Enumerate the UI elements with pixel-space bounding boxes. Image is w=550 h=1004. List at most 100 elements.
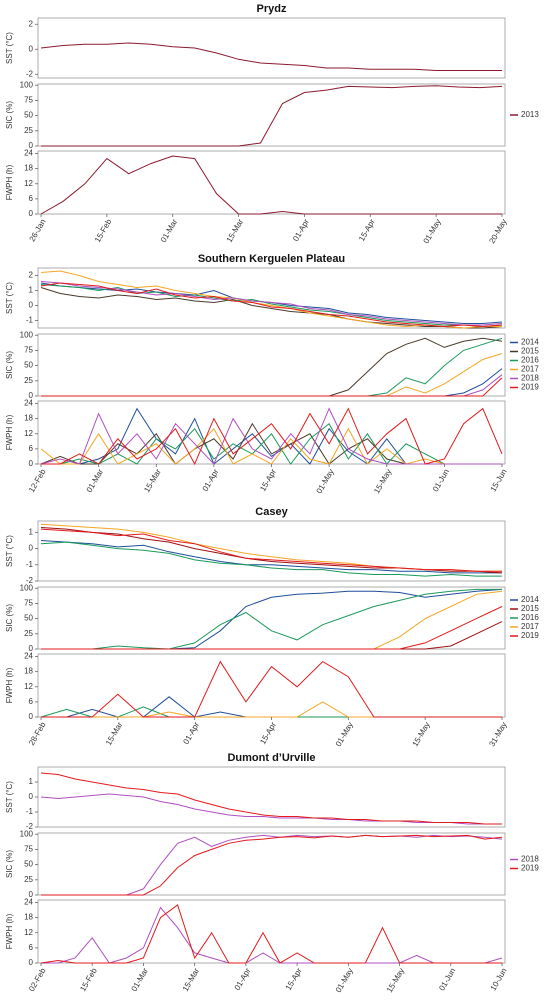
x-tick-label: 15-Apr	[284, 966, 304, 992]
x-tick-label: 01-Jun	[437, 967, 457, 993]
y-tick-label: 1	[29, 527, 34, 536]
x-tick-label: 01-Mar	[130, 966, 151, 993]
data-line	[41, 834, 503, 896]
data-line	[40, 287, 503, 329]
y-tick-label: 2	[29, 19, 34, 28]
y-axis-label: SST (°C)	[5, 781, 14, 813]
x-tick-label: 01-May	[334, 721, 355, 749]
x-tick-label: 01-May	[334, 967, 355, 995]
y-tick-label: 12	[24, 429, 33, 438]
data-line	[41, 85, 503, 147]
x-tick-label: 15-Feb	[93, 217, 114, 244]
y-tick-label: 25	[24, 875, 33, 884]
y-tick-label: 18	[24, 913, 33, 922]
x-tick-label: 15-Apr	[357, 217, 377, 243]
y-tick-label: 50	[24, 111, 33, 120]
x-tick-label: 01-Mar	[159, 217, 180, 244]
y-axis-label: SIC (%)	[5, 351, 14, 379]
y-tick-label: 0	[29, 459, 34, 468]
data-line	[40, 155, 502, 215]
x-tick-label: 15-Apr	[258, 467, 278, 493]
panel-frame	[37, 83, 506, 147]
data-line	[40, 42, 502, 71]
x-tick-label: 01-Apr	[233, 966, 253, 992]
y-tick-label: 18	[24, 414, 33, 423]
y-tick-label: 24	[24, 652, 33, 661]
y-tick-label: 18	[24, 667, 33, 676]
y-tick-label: 75	[24, 346, 33, 355]
data-line	[41, 407, 503, 466]
y-tick-label: 75	[24, 96, 33, 105]
x-tick-label: 26-Jan	[28, 218, 48, 244]
y-tick-label: 0	[29, 209, 34, 218]
y-tick-label: 25	[24, 126, 33, 135]
y-tick-label: 1	[29, 777, 34, 786]
panel-frame	[37, 17, 506, 79]
x-tick-label: 10-Jun	[489, 967, 509, 993]
x-tick-label: 01-Apr	[201, 467, 221, 493]
legend-label: 2017	[521, 365, 539, 374]
y-tick-label: -2	[26, 822, 34, 831]
y-tick-label: -1	[26, 560, 34, 569]
x-tick-label: 01-Apr	[291, 217, 311, 243]
x-tick-label: 01-Mar	[85, 467, 106, 494]
panel-frame	[37, 520, 506, 582]
legend-label: 2018	[521, 855, 539, 864]
y-tick-label: 12	[24, 179, 33, 188]
y-tick-label: 24	[24, 898, 33, 907]
x-tick-label: 31-May	[487, 721, 508, 749]
panel-frame	[37, 766, 506, 828]
data-line	[41, 834, 503, 896]
y-tick-label: 0	[29, 301, 34, 310]
y-tick-label: 100	[20, 829, 34, 838]
y-tick-label: 0	[29, 141, 34, 150]
x-tick-label: 15-May	[411, 721, 432, 749]
data-line	[41, 660, 502, 718]
y-tick-label: 0	[29, 44, 34, 53]
chart-title: Prydz	[257, 3, 287, 15]
data-line	[41, 606, 503, 650]
x-tick-label: 15-Mar	[142, 467, 163, 494]
x-tick-label: 20-May	[487, 218, 508, 246]
data-line	[41, 377, 503, 397]
y-tick-label: 6	[29, 444, 34, 453]
y-tick-label: 100	[20, 583, 34, 592]
x-tick-label: 01-May	[315, 468, 336, 496]
data-line	[41, 621, 503, 650]
y-tick-label: 24	[24, 399, 33, 408]
x-tick-label: 01-Jun	[431, 468, 451, 494]
y-axis-label: SST (°C)	[5, 535, 14, 567]
x-tick-label: 15-Mar	[104, 720, 125, 747]
x-tick-label: 15-May	[385, 967, 406, 995]
legend-label: 2014	[521, 595, 539, 604]
x-tick-label: 02-Feb	[27, 966, 48, 993]
data-line	[41, 588, 502, 650]
x-tick-label: 15-Feb	[78, 966, 99, 993]
y-tick-label: 25	[24, 376, 33, 385]
data-line	[41, 422, 502, 465]
data-line	[40, 706, 502, 718]
y-tick-label: 0	[29, 644, 34, 653]
y-tick-label: 2	[29, 271, 34, 280]
x-tick-label: 15-Mar	[181, 966, 202, 993]
legend-label: 2014	[521, 338, 539, 347]
y-axis-label: FWPH (h)	[5, 164, 14, 200]
data-line	[41, 588, 503, 650]
x-tick-label: 28-Feb	[27, 720, 48, 747]
y-tick-label: 6	[29, 697, 34, 706]
data-line	[41, 368, 503, 397]
x-tick-label: 12-Feb	[27, 467, 48, 494]
data-line	[41, 353, 503, 397]
legend-label: 2013	[521, 110, 539, 119]
y-axis-label: SIC (%)	[5, 850, 14, 878]
data-line	[40, 270, 502, 329]
panel-frame	[37, 267, 506, 329]
y-axis-label: SIC (%)	[5, 101, 14, 129]
y-tick-label: 0	[29, 544, 34, 553]
y-tick-label: 100	[20, 330, 34, 339]
y-tick-label: 24	[24, 149, 33, 158]
y-axis-label: FWPH (h)	[5, 667, 14, 703]
y-tick-label: 50	[24, 614, 33, 623]
